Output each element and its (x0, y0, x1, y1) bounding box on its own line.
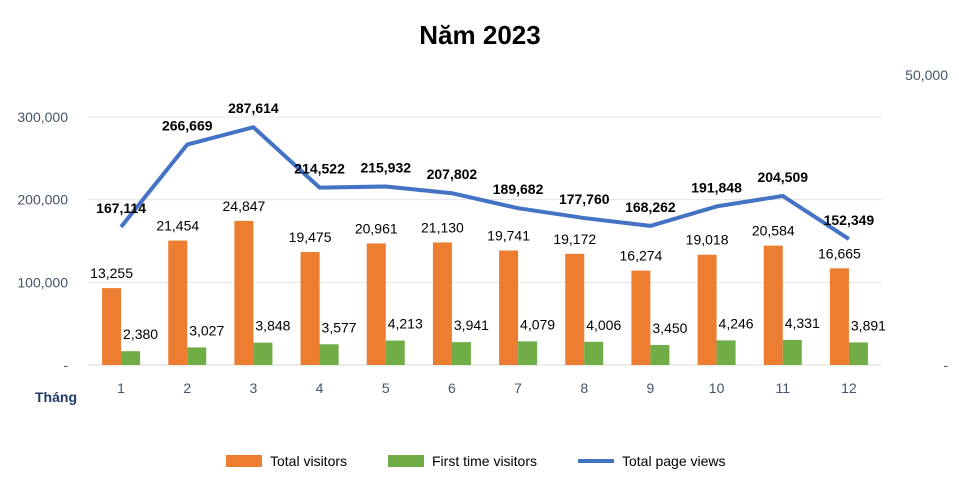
bar-first-time-visitors (385, 340, 405, 365)
bar-first-time-visitors (187, 347, 207, 365)
bar-first-time-visitors (716, 340, 736, 365)
legend-item: Total page views (578, 453, 726, 469)
x-tick-label: 8 (580, 380, 588, 396)
bar-total-visitors (234, 220, 254, 365)
total-visitors-label: 24,847 (223, 198, 266, 214)
legend-item: Total visitors (226, 453, 347, 469)
page-views-label: 287,614 (228, 100, 279, 116)
legend-swatch (226, 455, 262, 467)
bar-total-visitors (697, 254, 717, 365)
first-time-visitors-label: 4,079 (520, 316, 555, 332)
first-time-visitors-label: 3,941 (454, 317, 489, 333)
x-tick-label: 11 (775, 380, 790, 396)
total-visitors-label: 16,274 (620, 248, 663, 264)
first-time-visitors-label: 3,891 (851, 317, 886, 333)
bar-total-visitors (102, 288, 122, 365)
bar-total-visitors (499, 250, 519, 365)
bar-total-visitors (763, 245, 783, 365)
x-tick-label: 5 (382, 380, 390, 396)
page-views-label: 204,509 (757, 169, 808, 185)
y-tick-label: 100,000 (17, 274, 68, 290)
page-views-label: 177,760 (559, 191, 610, 207)
line-series (119, 125, 851, 241)
x-tick-label: 2 (183, 380, 191, 396)
page-views-label: 191,848 (691, 179, 742, 195)
x-tick-label: 6 (448, 380, 456, 396)
x-axis-label: Tháng (35, 389, 77, 405)
x-tick-label: 10 (709, 380, 725, 396)
legend-swatch (388, 455, 424, 467)
bar-total-visitors (432, 242, 452, 365)
bar-first-time-visitors (782, 339, 802, 365)
page-views-label: 266,669 (162, 118, 213, 134)
y-tick-label: 300,000 (17, 109, 68, 125)
x-tick-label: 12 (841, 380, 857, 396)
bar-total-visitors (168, 240, 188, 365)
primary-y-axis: 300,000 200,000 100,000 - (17, 109, 68, 373)
page-views-label: 189,682 (493, 181, 544, 197)
bar-first-time-visitors (650, 344, 670, 365)
data-labels: 13,255 21,454 24,847 19,475 20,961 21,130 19,7… (90, 100, 886, 342)
x-tick-label: 1 (117, 380, 125, 396)
first-time-visitors-label: 4,331 (785, 315, 820, 331)
page-views-label: 215,932 (360, 159, 411, 175)
bar-first-time-visitors (584, 341, 604, 365)
x-tick-label: 3 (250, 380, 258, 396)
bar-total-visitors (366, 243, 386, 365)
page-views-label: 207,802 (427, 166, 478, 182)
total-visitors-label: 13,255 (90, 265, 133, 281)
legend-label: First time visitors (432, 453, 537, 469)
total-visitors-label: 19,018 (686, 232, 729, 248)
page-views-label: 214,522 (294, 161, 345, 177)
total-visitors-label: 19,475 (289, 229, 332, 245)
secondary-y-tick-label: - (943, 357, 948, 373)
page-views-label: 152,349 (824, 212, 875, 228)
x-tick-label: 9 (647, 380, 655, 396)
y-tick-label: - (63, 357, 68, 373)
first-time-visitors-label: 4,006 (586, 317, 621, 333)
bars (102, 220, 868, 365)
first-time-visitors-label: 3,848 (255, 318, 290, 334)
bar-first-time-visitors (518, 341, 538, 365)
x-tick-label: 4 (316, 380, 324, 396)
total-visitors-label: 20,961 (355, 220, 398, 236)
page-views-label: 167,114 (96, 200, 146, 216)
total-visitors-label: 21,130 (421, 219, 464, 235)
total-visitors-label: 19,172 (553, 231, 596, 247)
secondary-y-tick-label: 50,000 (905, 67, 948, 83)
x-axis: 1 2 3 4 5 6 7 8 9 10 11 12 (117, 380, 857, 396)
first-time-visitors-label: 3,450 (652, 320, 687, 336)
bar-first-time-visitors (319, 344, 339, 365)
y-tick-label: 200,000 (17, 192, 68, 208)
total-visitors-label: 20,584 (752, 223, 795, 239)
legend-label: Total page views (622, 453, 726, 469)
first-time-visitors-label: 4,213 (388, 316, 423, 332)
total-page-views-line (119, 125, 851, 241)
legend-label: Total visitors (270, 453, 347, 469)
bar-total-visitors (829, 268, 849, 365)
x-tick-label: 7 (514, 380, 522, 396)
first-time-visitors-label: 3,577 (322, 319, 357, 335)
bar-first-time-visitors (848, 342, 868, 365)
page-views-label: 168,262 (625, 199, 676, 215)
first-time-visitors-label: 3,027 (189, 322, 224, 338)
secondary-y-axis: 50,000 - (905, 67, 948, 373)
bar-total-visitors (631, 270, 651, 365)
first-time-visitors-label: 2,380 (123, 326, 158, 342)
legend-item: First time visitors (388, 453, 537, 469)
total-visitors-label: 21,454 (156, 218, 199, 234)
bar-first-time-visitors (253, 342, 273, 365)
first-time-visitors-label: 4,246 (719, 315, 754, 331)
total-visitors-label: 16,665 (818, 245, 861, 261)
chart-title: Năm 2023 (419, 20, 540, 50)
bar-first-time-visitors (121, 351, 141, 365)
bar-first-time-visitors (451, 342, 471, 365)
legend: Total visitors First time visitors Total p… (226, 453, 726, 469)
bar-total-visitors (300, 252, 320, 365)
total-visitors-label: 19,741 (487, 228, 530, 244)
bar-total-visitors (565, 253, 585, 365)
